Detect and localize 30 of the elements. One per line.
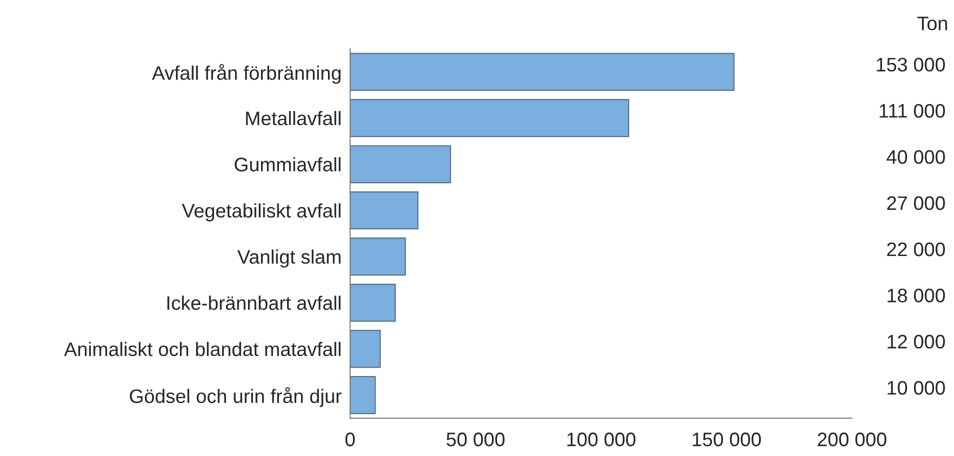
bar [350, 52, 735, 91]
bar [350, 284, 396, 322]
y-tick-label: Animaliskt och blandat matavfall [64, 342, 340, 356]
bar [350, 330, 381, 368]
y-tick-label: Gödsel och urin från djur [130, 387, 342, 407]
y-tick-label: Avfall från förbränning [152, 64, 341, 84]
y-tick-label: Metallavfall [246, 111, 340, 126]
data-label: 22 000 [887, 242, 945, 256]
y-tick-label: Vegetabiliskt avfall [182, 203, 340, 222]
y-tick-label: Gummiavfall [234, 157, 340, 172]
data-label: 12 000 [888, 334, 945, 349]
x-tick-label: 100 000 [567, 432, 636, 446]
data-label: 153 000 [876, 58, 945, 72]
bar [350, 376, 376, 414]
data-label: 18 000 [888, 288, 945, 302]
y-tick-label: Vanligt slam [237, 250, 341, 268]
x-tick-label: 200 000 [818, 432, 886, 446]
bar [350, 99, 630, 138]
data-label: 111 000 [880, 104, 945, 118]
x-tick-label: 0 [345, 432, 355, 446]
bar [350, 238, 406, 276]
text: Ton [917, 16, 948, 30]
x-tick-label: 50 000 [446, 432, 505, 446]
x-tick-label: 150 000 [692, 432, 761, 446]
data-label: 27 000 [887, 196, 945, 210]
bar [350, 191, 418, 230]
data-label: 10 000 [888, 380, 945, 395]
bar [350, 145, 452, 184]
data-label: 40 000 [886, 150, 945, 164]
y-tick-label: Icke-brännbart avfall [167, 296, 340, 310]
